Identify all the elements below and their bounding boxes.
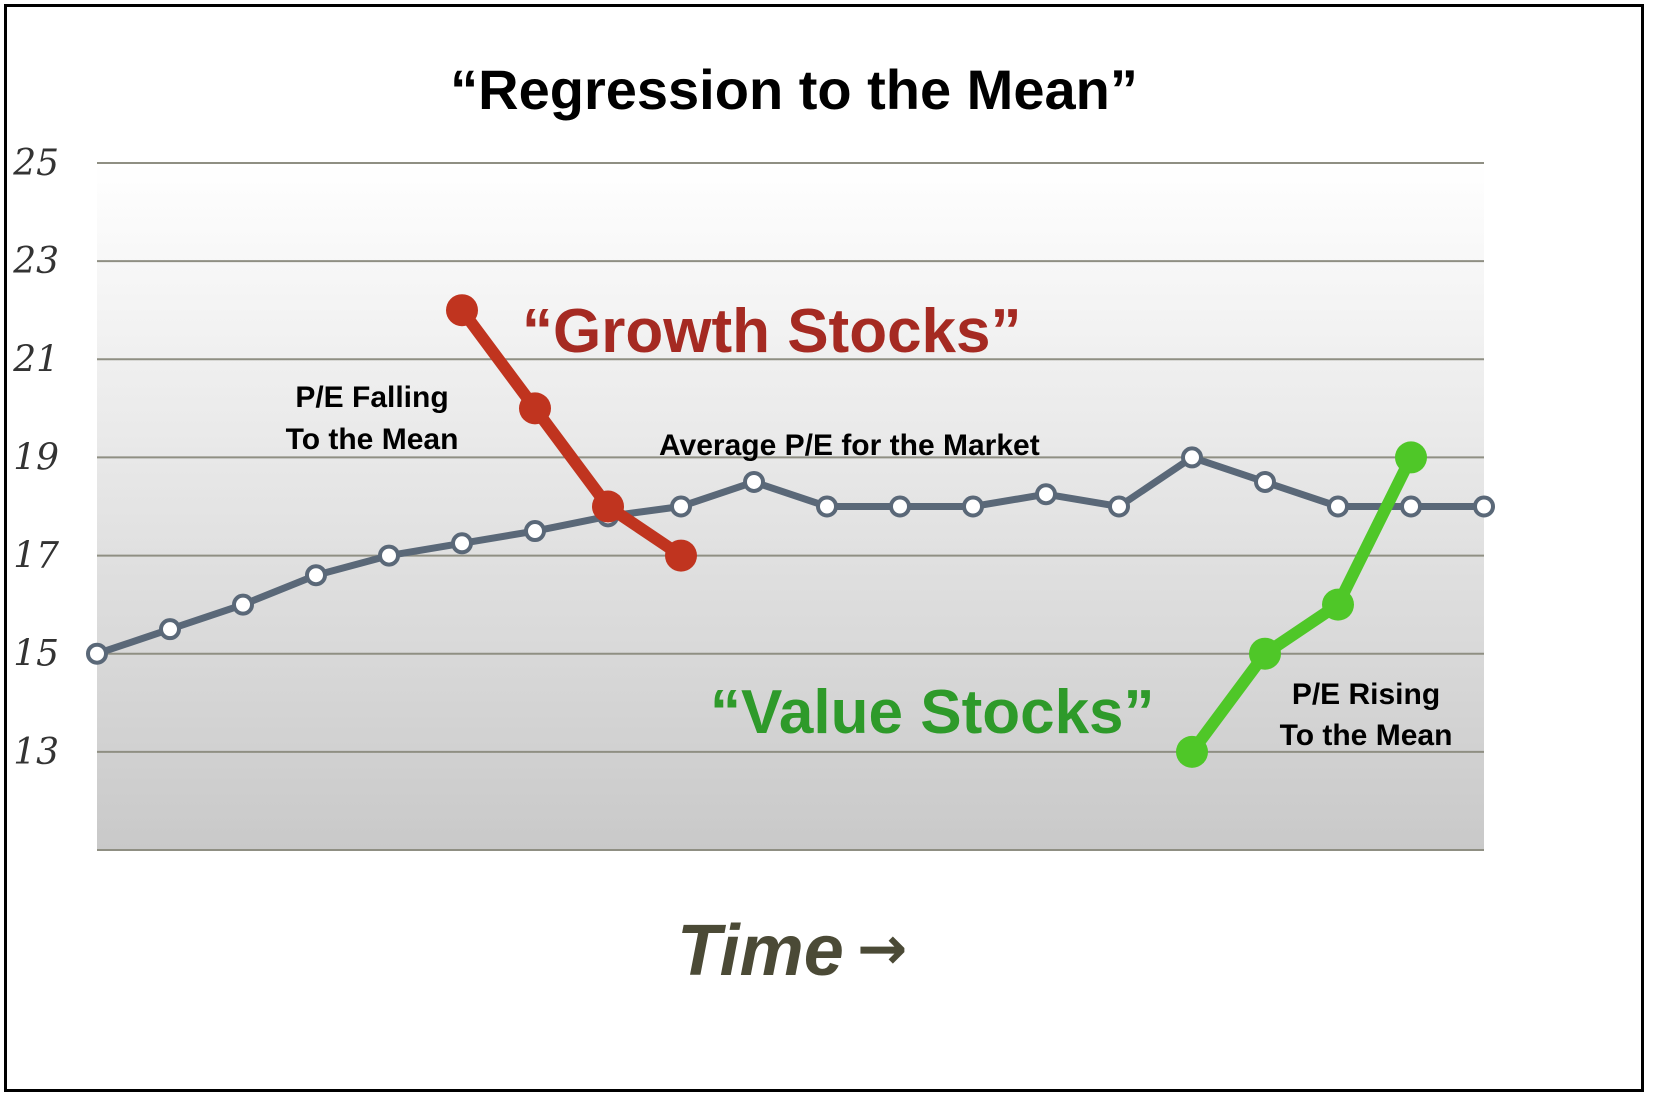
series-layer <box>86 294 1495 768</box>
y-tick-label-23: 23 <box>12 241 59 282</box>
data-point-1-1 <box>519 392 551 425</box>
gridlines <box>97 162 1484 851</box>
data-point-0-10 <box>816 495 838 518</box>
data-point-0-5 <box>451 532 473 555</box>
series-0 <box>86 446 1495 665</box>
data-point-0-14 <box>1108 495 1130 518</box>
y-tick-label-17: 17 <box>13 536 59 577</box>
data-point-0-2 <box>232 593 254 616</box>
y-tick-label-15: 15 <box>13 634 59 675</box>
x-axis-arrow-icon: → <box>857 914 907 984</box>
series-line-1 <box>456 304 687 562</box>
annotation-falling-line1: P/E Falling <box>295 381 448 414</box>
data-point-1-3 <box>665 539 697 572</box>
data-point-0-6 <box>524 520 546 543</box>
y-tick-label-13: 13 <box>13 732 59 773</box>
series-label-average-pe: Average P/E for the Market <box>659 429 1040 462</box>
data-point-2-0 <box>1176 735 1208 768</box>
series-line-0 <box>93 453 1488 658</box>
y-tick-labels: 25 23 21 19 17 15 13 <box>12 143 59 773</box>
y-tick-label-19: 19 <box>13 437 59 478</box>
series-label-growth-stocks: “Growth Stocks” <box>522 297 1022 366</box>
data-point-0-15 <box>1181 446 1203 469</box>
annotation-falling-line2: To the Mean <box>286 423 459 456</box>
data-point-0-18 <box>1400 495 1422 518</box>
data-point-0-3 <box>305 564 327 587</box>
data-point-0-9 <box>743 470 765 493</box>
series-2 <box>1176 441 1427 768</box>
data-point-0-11 <box>889 495 911 518</box>
data-point-2-1 <box>1249 637 1281 670</box>
data-point-0-16 <box>1254 470 1276 493</box>
data-point-2-3 <box>1395 441 1427 474</box>
data-point-0-17 <box>1327 495 1349 518</box>
series-1 <box>446 294 697 572</box>
series-label-value-stocks: “Value Stocks” <box>710 678 1155 747</box>
data-point-1-0 <box>446 294 478 327</box>
data-point-0-1 <box>159 618 181 641</box>
y-tick-label-25: 25 <box>12 143 59 184</box>
x-axis-label: Time <box>677 911 844 991</box>
data-point-0-8 <box>670 495 692 518</box>
data-point-0-0 <box>86 642 108 665</box>
chart-title: “Regression to the Mean” <box>450 58 1138 121</box>
data-point-1-2 <box>592 490 624 523</box>
series-line-2 <box>1186 451 1417 758</box>
data-point-0-12 <box>962 495 984 518</box>
annotation-rising-line2: To the Mean <box>1280 719 1453 752</box>
plot-background <box>97 163 1484 850</box>
data-point-0-19 <box>1473 495 1495 518</box>
data-point-0-4 <box>378 544 400 567</box>
annotation-rising-line1: P/E Rising <box>1292 678 1440 711</box>
y-tick-label-21: 21 <box>12 339 59 380</box>
chart-frame: 25 23 21 19 17 15 13 “Regression to the Mean” … <box>4 4 1644 1092</box>
data-point-2-2 <box>1322 588 1354 621</box>
data-point-0-13 <box>1035 483 1057 506</box>
